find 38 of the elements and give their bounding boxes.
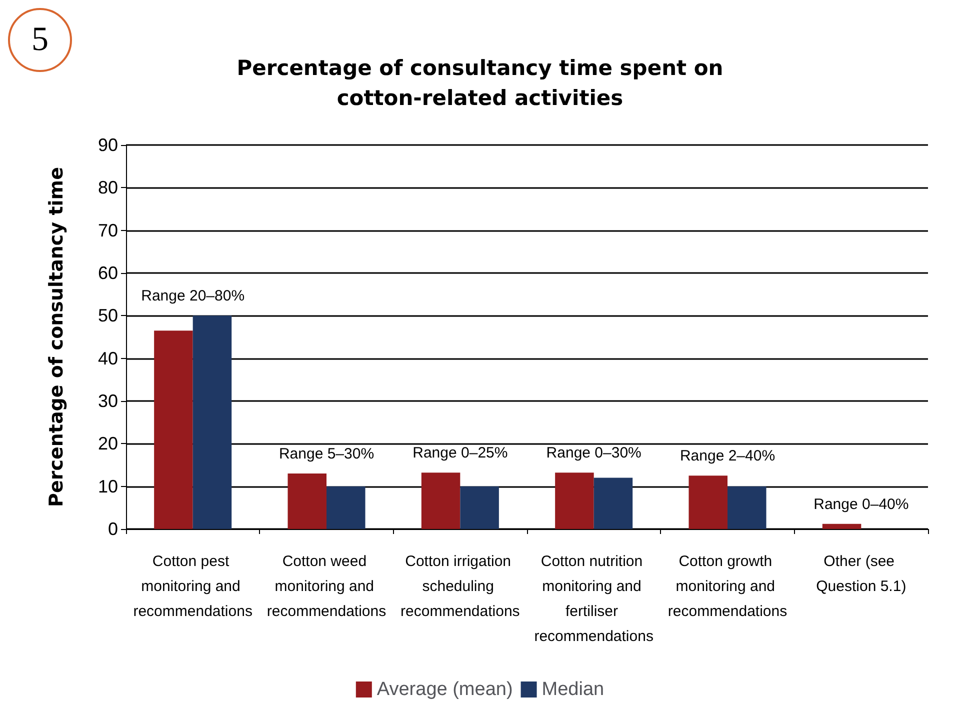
annotation: Range 2–40% xyxy=(680,448,776,465)
annotation: Range 20–80% xyxy=(141,288,245,305)
bar xyxy=(594,478,633,529)
bar xyxy=(728,486,766,529)
annotation: Range 5–30% xyxy=(278,446,374,463)
bar xyxy=(288,474,326,529)
y-tick-label: 40 xyxy=(98,348,118,368)
annotation: Range 0–40% xyxy=(814,496,909,513)
bar xyxy=(154,330,193,529)
bar xyxy=(822,524,862,529)
bar xyxy=(326,486,366,529)
y-tick-label: 0 xyxy=(108,519,118,539)
bar xyxy=(555,472,594,529)
bar xyxy=(688,476,728,529)
x-tick-label: Other (see Question 5.1) xyxy=(816,553,906,595)
x-tick-label: Cotton growth monitoring and recommendations xyxy=(668,553,788,620)
y-tick-label: 20 xyxy=(98,434,118,454)
y-tick-label: 10 xyxy=(98,476,118,496)
y-axis-title: Percentage of consultancy time xyxy=(46,167,68,507)
bar xyxy=(192,316,232,529)
annotation: Range 0–30% xyxy=(546,444,642,462)
bar xyxy=(421,472,460,529)
legend-label: Average (mean) xyxy=(376,679,513,700)
annotation: Range 0–25% xyxy=(412,444,508,462)
x-tick-label: Cotton irrigation scheduling recommendations xyxy=(400,553,520,620)
x-tick-label: Cotton weed monitoring and recommendations xyxy=(266,553,386,620)
y-tick-label: 80 xyxy=(98,178,118,198)
y-tick-label: 60 xyxy=(98,263,118,283)
y-tick-label: 50 xyxy=(98,306,118,326)
bar xyxy=(460,486,499,529)
x-tick-label: Cotton nutrition monitoring and fertiliser recommendations xyxy=(534,553,654,645)
x-tick-label: Cotton pest monitoring and recommendations xyxy=(133,553,252,620)
y-tick-label: 70 xyxy=(98,220,118,240)
y-tick-label: 90 xyxy=(98,135,118,155)
page-number-badge: 5 xyxy=(8,8,72,72)
legend-label: Median xyxy=(542,679,604,700)
chart-title: Percentage of consultancy time spent on cotton-related activities xyxy=(236,56,724,110)
y-tick-label: 30 xyxy=(98,391,118,411)
